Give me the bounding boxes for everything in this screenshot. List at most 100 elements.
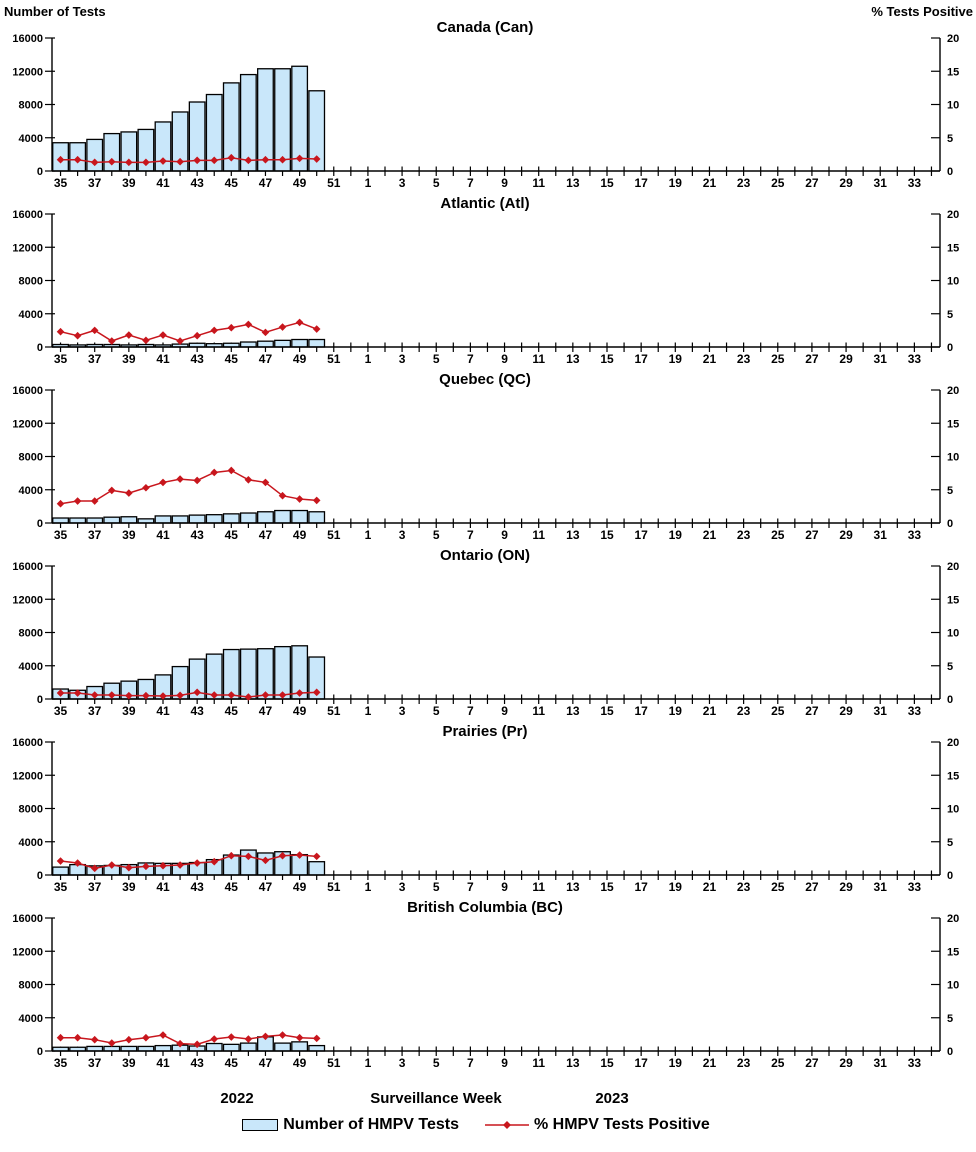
bar-week-50 xyxy=(308,1044,326,1052)
bar-week-37 xyxy=(86,517,104,524)
x-axis-tick-label: 51 xyxy=(327,1056,341,1070)
bar-week-49 xyxy=(291,338,309,348)
x-axis-tick-label: 21 xyxy=(703,880,717,894)
right-axis-tick-label: 10 xyxy=(947,980,959,992)
right-axis-tick-label: 5 xyxy=(947,309,953,321)
pct-marker-week-48 xyxy=(278,155,287,164)
pct-positive-series xyxy=(56,153,321,167)
x-axis-tick-label: 19 xyxy=(669,176,683,190)
x-axis-tick-label: 7 xyxy=(467,176,474,190)
bar-week-46 xyxy=(239,512,257,524)
x-axis-tick-label: 49 xyxy=(293,1056,307,1070)
pct-marker-week-50 xyxy=(312,1034,321,1043)
pct-marker-week-45 xyxy=(227,1033,236,1041)
x-axis-tick-label: 47 xyxy=(259,704,273,718)
x-axis-tick-label: 27 xyxy=(805,176,819,190)
left-axis-tick-label: 12000 xyxy=(12,66,43,78)
bar-week-41 xyxy=(154,515,172,524)
pct-marker-week-38 xyxy=(107,861,116,869)
x-axis-tick-label: 41 xyxy=(156,176,170,190)
x-axis-tick-label: 49 xyxy=(293,176,307,190)
x-axis-tick-label: 9 xyxy=(501,880,508,894)
x-axis-tick-label: 37 xyxy=(88,176,102,190)
bar-week-48 xyxy=(274,645,291,700)
right-axis-tick-label: 20 xyxy=(947,561,959,573)
pct-marker-week-46 xyxy=(244,320,253,329)
x-axis-tick-label: 23 xyxy=(737,704,751,718)
x-axis-tick-label: 1 xyxy=(365,704,372,718)
x-axis-tick-label: 19 xyxy=(669,880,683,894)
pct-marker-week-37 xyxy=(90,1035,99,1044)
bar-week-38 xyxy=(103,516,121,524)
pct-marker-week-47 xyxy=(261,1032,270,1041)
x-axis-tick-label: 35 xyxy=(54,176,68,190)
left-axis-header: Number of Tests xyxy=(4,4,106,19)
year-label-2023: 2023 xyxy=(595,1090,629,1107)
x-axis-tick-label: 31 xyxy=(874,528,888,542)
pct-marker-week-40 xyxy=(142,483,150,492)
x-axis-tick-label: 1 xyxy=(365,352,372,366)
pct-marker-week-39 xyxy=(125,331,133,339)
x-axis-tick-label: 15 xyxy=(600,352,614,366)
x-axis-tick-label: 35 xyxy=(54,880,68,894)
right-axis-tick-label: 15 xyxy=(947,770,959,782)
x-axis-tick-label: 25 xyxy=(771,1056,785,1070)
bar-week-48 xyxy=(274,509,291,524)
x-axis-tick-label: 21 xyxy=(703,704,717,718)
legend-bars-label: Number of HMPV Tests xyxy=(283,1116,459,1133)
x-axis-tick-label: 15 xyxy=(600,176,614,190)
x-axis-tick-label: 31 xyxy=(874,352,888,366)
x-axis-tick-label: 7 xyxy=(467,704,474,718)
left-axis-tick-label: 4000 xyxy=(19,661,43,673)
x-axis-tick-label: 25 xyxy=(771,176,785,190)
x-axis-tick-label: 35 xyxy=(54,352,68,366)
x-axis-tick-label: 51 xyxy=(327,352,341,366)
x-axis-tick-label: 33 xyxy=(908,1056,922,1070)
x-axis-tick-label: 23 xyxy=(737,880,751,894)
pct-marker-week-42 xyxy=(176,157,184,166)
x-axis-tick-label: 29 xyxy=(839,528,853,542)
left-axis-tick-label: 4000 xyxy=(19,485,43,497)
x-axis-tick-label: 15 xyxy=(600,1056,614,1070)
x-axis-tick-label: 37 xyxy=(88,704,102,718)
right-axis-tick-label: 0 xyxy=(947,1046,953,1058)
panel-title: Quebec (QC) xyxy=(439,371,531,388)
pct-marker-week-39 xyxy=(125,1035,133,1044)
chart-panel-ontario: Ontario (ON)0400080001200016000051015203… xyxy=(12,547,959,718)
x-axis-tick-label: 41 xyxy=(156,528,170,542)
x-axis-tick-label: 41 xyxy=(156,352,170,366)
x-axis-tick-label: 11 xyxy=(532,1056,545,1070)
right-axis-tick-label: 15 xyxy=(947,66,959,78)
bar-week-35 xyxy=(52,517,69,524)
bar-week-47 xyxy=(257,511,274,524)
year-label-2022: 2022 xyxy=(220,1090,254,1107)
pct-marker-week-43 xyxy=(193,1040,201,1049)
pct-marker-week-42 xyxy=(176,1039,184,1048)
x-axis-tick-label: 19 xyxy=(669,704,683,718)
bar-week-45 xyxy=(222,513,240,524)
bar-week-46 xyxy=(239,648,257,700)
x-axis-tick-label: 11 xyxy=(532,176,545,190)
pct-marker-week-41 xyxy=(159,478,167,487)
left-axis-tick-label: 0 xyxy=(37,870,43,882)
pct-marker-week-49 xyxy=(295,495,304,503)
left-axis-tick-label: 8000 xyxy=(19,452,43,464)
bar-week-50 xyxy=(308,338,326,348)
x-axis-tick-label: 39 xyxy=(122,1056,136,1070)
panel-title: British Columbia (BC) xyxy=(407,899,563,916)
bar-series xyxy=(52,338,326,348)
pct-marker-week-42 xyxy=(176,475,184,483)
bar-week-49 xyxy=(291,1041,309,1052)
x-axis-tick-label: 13 xyxy=(566,1056,580,1070)
right-axis-tick-label: 0 xyxy=(947,166,953,178)
x-axis-tick-label: 41 xyxy=(156,704,170,718)
x-axis-tick-label: 9 xyxy=(501,176,508,190)
x-axis-tick-label: 45 xyxy=(225,176,239,190)
pct-marker-week-45 xyxy=(227,851,236,860)
x-axis-tick-label: 43 xyxy=(190,1056,204,1070)
pct-marker-week-37 xyxy=(90,158,99,167)
pct-marker-week-49 xyxy=(295,154,304,163)
pct-marker-week-45 xyxy=(227,323,236,332)
x-axis-tick-label: 43 xyxy=(190,880,204,894)
bar-week-42 xyxy=(171,515,189,524)
